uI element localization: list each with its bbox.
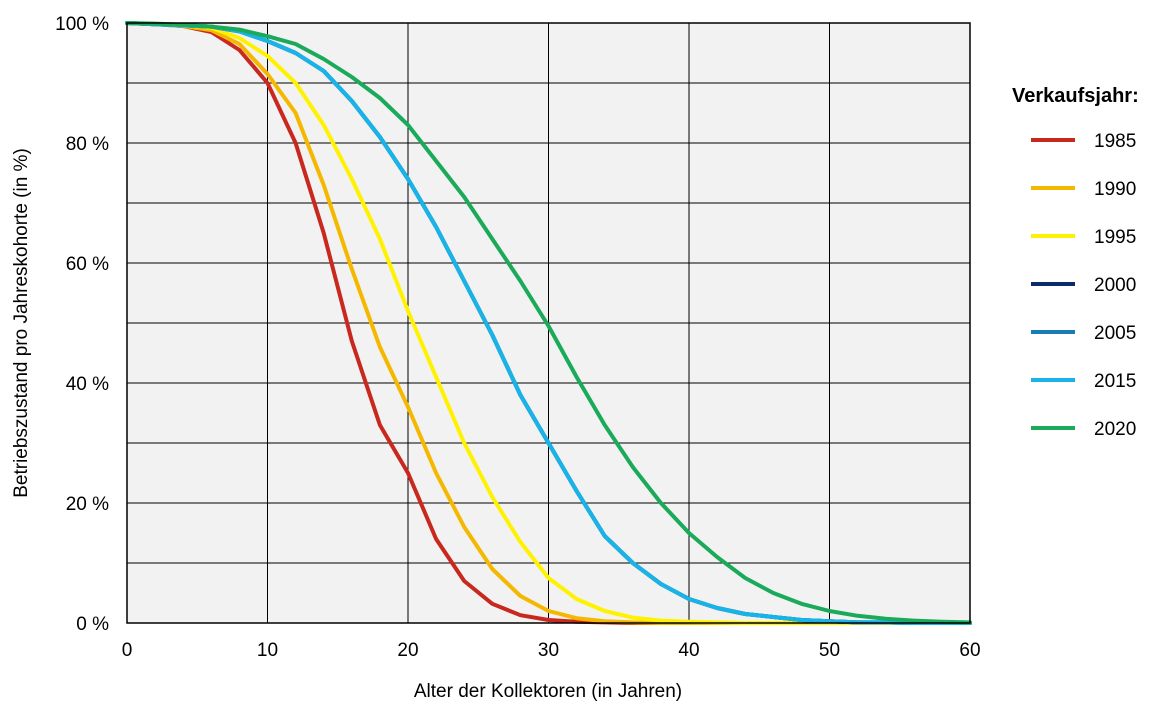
x-axis-title: Alter der Kollektoren (in Jahren) bbox=[414, 681, 682, 702]
legend-title: Verkaufsjahr: bbox=[1012, 85, 1139, 107]
x-tick-label: 50 bbox=[819, 640, 840, 661]
x-tick-label: 30 bbox=[538, 640, 559, 661]
y-tick-label: 20 % bbox=[66, 494, 109, 515]
legend-label-2015: 2015 bbox=[1094, 371, 1136, 392]
x-tick-label: 10 bbox=[257, 640, 278, 661]
legend-label-2000: 2000 bbox=[1094, 275, 1136, 296]
y-tick-label: 0 % bbox=[76, 614, 109, 635]
legend-label-1995: 1995 bbox=[1094, 227, 1136, 248]
legend-label-1990: 1990 bbox=[1094, 179, 1136, 200]
series-line-2015 bbox=[125, 21, 972, 625]
legend-label-2005: 2005 bbox=[1094, 323, 1136, 344]
y-tick-label: 40 % bbox=[66, 374, 109, 395]
x-tick-label: 0 bbox=[122, 640, 133, 661]
x-tick-labels: 0 10 20 30 40 50 60 bbox=[122, 640, 981, 661]
legend-label-1985: 1985 bbox=[1094, 131, 1136, 152]
y-tick-labels: 0 % 20 % 40 % 60 % 80 % 100 % bbox=[55, 14, 109, 635]
x-tick-label: 60 bbox=[959, 640, 980, 661]
x-tick-label: 20 bbox=[397, 640, 418, 661]
series-line-2020 bbox=[125, 21, 972, 625]
y-tick-label: 80 % bbox=[66, 134, 109, 155]
plot-border bbox=[126, 22, 971, 624]
legend-label-2020: 2020 bbox=[1094, 419, 1136, 440]
x-tick-label: 40 bbox=[678, 640, 699, 661]
legend: 1985 1990 1995 2000 2005 2015 2020 bbox=[1031, 131, 1136, 440]
y-tick-label: 100 % bbox=[55, 14, 109, 35]
y-axis-title: Betriebszustand pro Jahreskohorte (in %) bbox=[11, 148, 32, 498]
y-tick-label: 60 % bbox=[66, 254, 109, 275]
